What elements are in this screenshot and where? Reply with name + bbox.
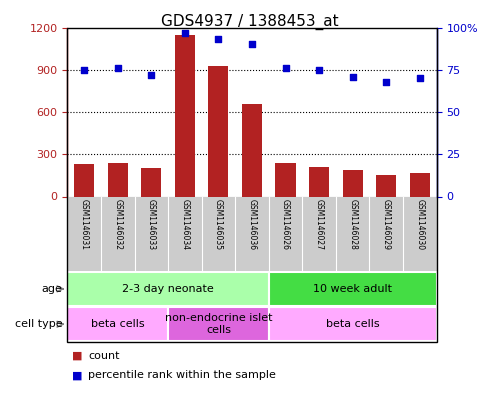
Text: ■: ■ xyxy=(72,351,83,361)
Point xyxy=(80,66,88,73)
Bar xyxy=(343,170,363,196)
Text: GSM1146032: GSM1146032 xyxy=(113,199,122,250)
Text: non-endocrine islet
cells: non-endocrine islet cells xyxy=(165,314,272,335)
Point xyxy=(315,66,323,73)
Bar xyxy=(376,175,396,196)
Text: beta cells: beta cells xyxy=(91,319,145,329)
Bar xyxy=(269,307,437,341)
Text: GSM1146034: GSM1146034 xyxy=(180,199,189,250)
Point xyxy=(181,29,189,36)
Text: GSM1146036: GSM1146036 xyxy=(248,199,256,250)
Text: GSM1146030: GSM1146030 xyxy=(415,199,424,250)
Text: beta cells: beta cells xyxy=(326,319,380,329)
Bar xyxy=(74,164,94,196)
Text: ■: ■ xyxy=(72,370,83,380)
Text: GSM1146027: GSM1146027 xyxy=(315,199,324,250)
Text: count: count xyxy=(88,351,120,361)
Text: GSM1146035: GSM1146035 xyxy=(214,199,223,250)
Bar xyxy=(168,307,269,341)
Bar xyxy=(175,35,195,197)
Point xyxy=(382,79,390,85)
Text: GSM1146031: GSM1146031 xyxy=(80,199,89,250)
Bar xyxy=(269,272,437,306)
Point xyxy=(349,73,357,80)
Point xyxy=(281,65,289,71)
Text: 10 week adult: 10 week adult xyxy=(313,284,392,294)
Text: cell type: cell type xyxy=(15,319,62,329)
Bar xyxy=(209,66,229,196)
Bar xyxy=(275,163,295,196)
Bar xyxy=(242,103,262,196)
Bar xyxy=(141,168,161,196)
Bar xyxy=(67,272,269,306)
Text: GSM1146028: GSM1146028 xyxy=(348,199,357,250)
Point xyxy=(215,36,223,42)
Text: GSM1146029: GSM1146029 xyxy=(382,199,391,250)
Text: age: age xyxy=(41,284,62,294)
Point xyxy=(416,75,424,81)
Point xyxy=(248,41,256,48)
Text: GSM1146026: GSM1146026 xyxy=(281,199,290,250)
Text: 2-3 day neonate: 2-3 day neonate xyxy=(122,284,214,294)
Text: GSM1146033: GSM1146033 xyxy=(147,199,156,250)
Bar xyxy=(309,167,329,196)
Text: percentile rank within the sample: percentile rank within the sample xyxy=(88,370,276,380)
Point xyxy=(147,72,155,78)
Point xyxy=(114,65,122,71)
Bar xyxy=(410,173,430,196)
Text: GDS4937 / 1388453_at: GDS4937 / 1388453_at xyxy=(161,14,338,30)
Bar xyxy=(67,307,168,341)
Bar xyxy=(108,163,128,196)
